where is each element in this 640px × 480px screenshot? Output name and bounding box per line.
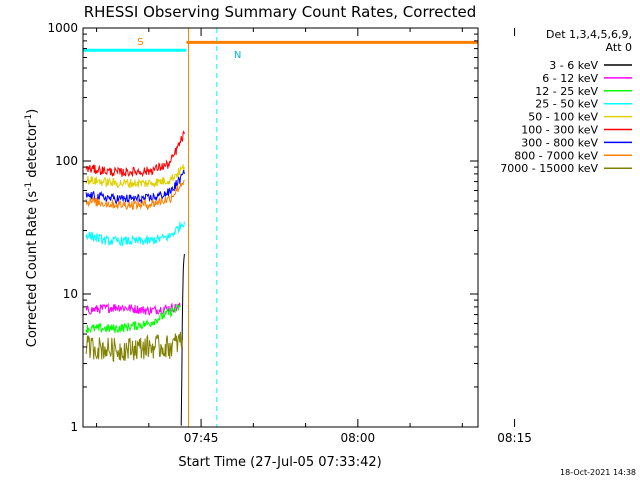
flag-label-saa: S	[137, 37, 143, 48]
series-line-3to6keV	[180, 253, 185, 426]
series-line-7000to15000keV	[85, 331, 183, 363]
generation-timestamp: 18-Oct-2021 14:38	[560, 468, 636, 477]
legend-label: 12 - 25 keV	[535, 85, 598, 98]
y-axis-label-sup2: -1	[24, 114, 34, 123]
series-line-25to50keV	[519, 188, 640, 229]
series-line-300to800keV	[85, 169, 185, 205]
series-line-100to300keV	[85, 130, 185, 178]
series-line-6to12keV	[85, 302, 181, 316]
y-axis-label-part3: )	[25, 109, 40, 114]
y-tick-label: 1000	[47, 21, 78, 35]
legend-label: 800 - 7000 keV	[514, 149, 598, 162]
y-axis: 1 10 100 1000	[47, 21, 478, 434]
x-tick-label: 07:45	[184, 431, 219, 445]
series-line-12to25keV	[519, 231, 640, 281]
y-tick-label: 10	[63, 287, 78, 301]
legend-header-attenuator: Att 0	[606, 41, 632, 54]
y-tick-label: 100	[55, 154, 78, 168]
legend-label: 7000 - 15000 keV	[500, 162, 598, 175]
y-axis-label-part2: detector	[25, 122, 40, 182]
y-axis-label-sup1: -1	[24, 182, 34, 191]
legend-label: 6 - 12 keV	[542, 72, 598, 85]
legend-label: 100 - 300 keV	[521, 124, 598, 137]
legend-label: 25 - 50 keV	[535, 98, 598, 111]
series-line-25to50keV	[85, 221, 185, 248]
x-tick-label: 08:00	[341, 431, 376, 445]
x-axis-label: Start Time (27-Jul-05 07:33:42)	[178, 455, 381, 470]
series-line-800to7000keV	[85, 179, 185, 211]
flag-label-night: N	[234, 50, 241, 61]
series-line-50to100keV	[85, 164, 185, 189]
plot-frame	[82, 27, 479, 428]
x-tick-label: 08:15	[497, 431, 532, 445]
legend-label: 3 - 6 keV	[549, 59, 598, 72]
y-axis-label: Corrected Count Rate (s-1 detector-1)	[24, 109, 40, 347]
y-axis-label-part1: Corrected Count Rate (s	[25, 191, 40, 348]
series-line-12to25keV	[85, 304, 181, 334]
y-tick-label: 1	[70, 420, 78, 434]
chart-title: RHESSI Observing Summary Count Rates, Co…	[84, 3, 477, 21]
series-line-7000to15000keV	[519, 292, 640, 363]
legend-label: 50 - 100 keV	[528, 111, 598, 124]
legend-label: 300 - 800 keV	[521, 136, 598, 149]
plot-data-area: SN	[83, 28, 640, 427]
legend-header-detectors: Det 1,3,4,5,6,9,	[546, 28, 632, 41]
